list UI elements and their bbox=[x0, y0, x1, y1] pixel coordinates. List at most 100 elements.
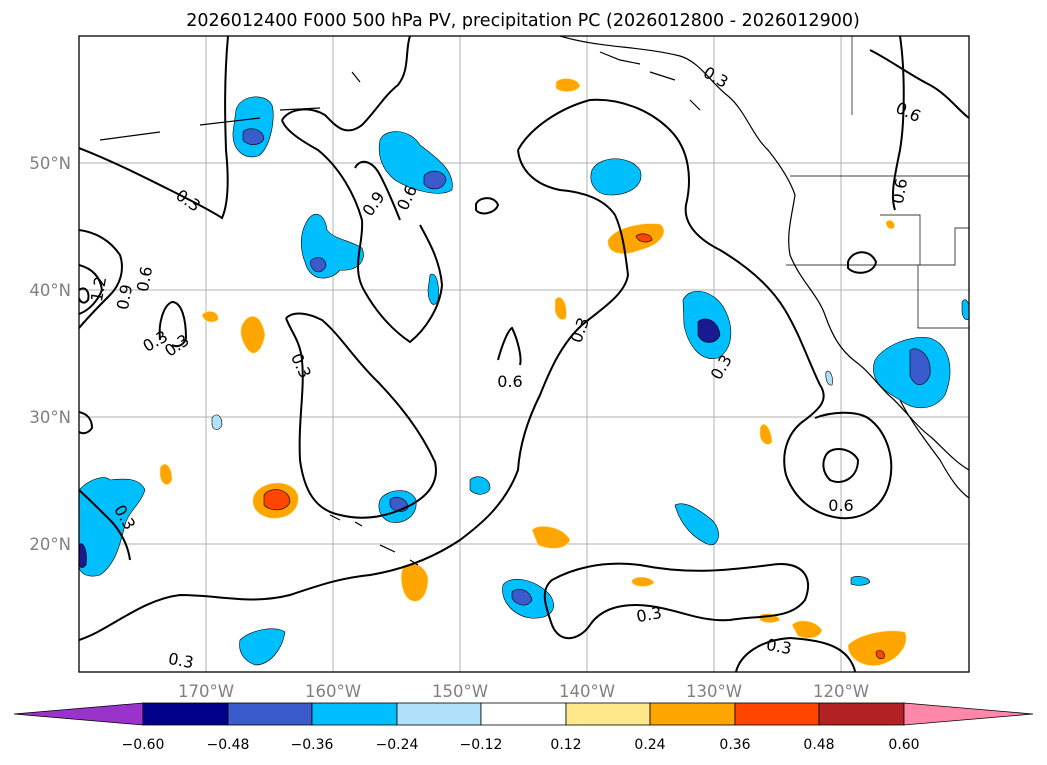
coastline-baja bbox=[899, 399, 969, 499]
pv-contour-label: 0.6 bbox=[828, 496, 853, 515]
pv-contour bbox=[79, 264, 104, 315]
state-border bbox=[880, 214, 921, 265]
lat-tick-label: 50°N bbox=[29, 154, 71, 173]
precip-core-positive bbox=[263, 489, 291, 511]
precip-blob-negative bbox=[590, 158, 642, 196]
precip-blob-positive bbox=[201, 311, 219, 323]
lat-tick-labels: 50°N 40°N 30°N 20°N bbox=[29, 154, 71, 554]
pv-contour bbox=[281, 36, 411, 132]
pv-contour-label: 0.6 bbox=[133, 265, 156, 293]
precip-blob-positive bbox=[847, 630, 907, 666]
figure-title: 2026012400 F000 500 hPa PV, precipitatio… bbox=[186, 11, 860, 31]
precip-blob-negative bbox=[961, 299, 969, 320]
precip-blob-negative bbox=[469, 476, 491, 495]
precip-blob-negative-light bbox=[211, 414, 223, 430]
pv-contours bbox=[79, 36, 969, 672]
precip-blob-negative bbox=[239, 628, 286, 666]
precip-blob-positive bbox=[885, 220, 895, 230]
precip-blob-positive bbox=[607, 223, 665, 254]
precip-shading bbox=[79, 78, 969, 666]
pv-contour bbox=[735, 636, 856, 672]
pv-contour bbox=[79, 489, 131, 561]
precip-blob-positive bbox=[791, 620, 823, 639]
lon-tick-label: 120°W bbox=[813, 682, 869, 701]
pv-contour bbox=[517, 98, 825, 421]
lon-tick-label: 170°W bbox=[178, 682, 234, 701]
precip-blob-negative bbox=[850, 576, 871, 586]
pv-contour bbox=[354, 160, 401, 221]
pv-contour-label: 0.3 bbox=[635, 603, 663, 626]
colorbar-segment bbox=[142, 702, 229, 726]
lon-tick-labels: 170°W 160°W 150°W 140°W 130°W 120°W bbox=[178, 682, 869, 701]
precip-blob-negative bbox=[674, 503, 719, 546]
precip-blob-positive bbox=[531, 526, 571, 549]
state-border bbox=[786, 227, 969, 266]
pv-contour bbox=[891, 36, 905, 211]
pv-contour bbox=[497, 326, 522, 366]
pv-contour bbox=[822, 448, 860, 483]
pv-contour-label: 0.6 bbox=[497, 372, 522, 391]
precip-core-negative bbox=[697, 318, 721, 343]
colorbar-tick-label: 0.24 bbox=[634, 737, 665, 753]
pv-contour bbox=[475, 197, 500, 215]
pv-contour bbox=[285, 312, 437, 519]
precip-core-negative bbox=[511, 588, 533, 606]
precip-blob-negative bbox=[232, 96, 274, 158]
colorbar-segment bbox=[311, 702, 398, 726]
colorbar-extend-high bbox=[903, 702, 1034, 726]
precip-blob-positive bbox=[759, 423, 773, 445]
colorbar-tick-label: −0.24 bbox=[376, 737, 419, 753]
pv-contour bbox=[79, 287, 90, 304]
colorbar-segment bbox=[565, 702, 651, 726]
precip-core-negative bbox=[423, 170, 447, 190]
colorbar bbox=[13, 702, 1034, 726]
precip-blob-positive bbox=[555, 78, 581, 92]
lon-tick-label: 160°W bbox=[305, 682, 361, 701]
lat-tick-label: 40°N bbox=[29, 281, 71, 300]
hawaii-islands bbox=[329, 514, 419, 566]
pv-contour-label: 0.6 bbox=[888, 177, 911, 205]
pv-contour bbox=[847, 251, 878, 274]
map-background bbox=[79, 36, 969, 672]
pv-contour-label: 0.9 bbox=[113, 283, 136, 311]
colorbar-segment bbox=[227, 702, 313, 726]
colorbar-segment bbox=[480, 702, 567, 726]
precip-blob-positive bbox=[159, 464, 173, 485]
colorbar-tick-label: −0.60 bbox=[122, 737, 165, 753]
lat-tick-label: 30°N bbox=[29, 408, 71, 427]
precip-core-negative bbox=[242, 128, 265, 145]
precip-blob-negative bbox=[79, 477, 146, 577]
pv-contour-label: 0.3 bbox=[765, 635, 793, 658]
lon-tick-label: 150°W bbox=[432, 682, 488, 701]
pv-contour bbox=[783, 411, 893, 520]
precip-blob-negative-light bbox=[825, 370, 833, 386]
pv-contour bbox=[79, 411, 94, 435]
pv-contour bbox=[281, 119, 444, 344]
pv-contour bbox=[869, 49, 969, 119]
map-panel: 0.3 0.6 0.9 1.2 0.6 0.3 0.9 0.6 0.3 0.3 … bbox=[78, 35, 970, 673]
precip-blob-positive bbox=[554, 296, 567, 320]
colorbar-tick-label: −0.12 bbox=[460, 737, 503, 753]
pv-contour bbox=[79, 229, 123, 329]
colorbar-extend-low bbox=[13, 702, 144, 726]
colorbar-tick-label: 0.36 bbox=[719, 737, 750, 753]
pv-contour-label: 1.2 bbox=[87, 275, 110, 303]
precip-core-positive bbox=[635, 233, 653, 243]
colorbar-tick-label: −0.48 bbox=[207, 737, 250, 753]
colorbar-tick-label: 0.60 bbox=[888, 737, 919, 753]
state-border bbox=[917, 265, 969, 329]
colorbar-segment bbox=[818, 702, 905, 726]
precip-core-positive bbox=[875, 650, 885, 660]
pv-contour bbox=[543, 562, 810, 640]
colorbar-tick-label: −0.36 bbox=[291, 737, 334, 753]
pv-contour-label: 0.3 bbox=[167, 649, 195, 672]
lon-tick-label: 130°W bbox=[686, 682, 742, 701]
precip-core-negative bbox=[909, 348, 931, 386]
lat-tick-label: 20°N bbox=[29, 535, 71, 554]
colorbar-segment bbox=[649, 702, 736, 726]
precip-blob-positive bbox=[631, 576, 655, 587]
pv-contour bbox=[79, 149, 630, 641]
lon-tick-label: 140°W bbox=[559, 682, 615, 701]
colorbar-segment bbox=[734, 702, 820, 726]
